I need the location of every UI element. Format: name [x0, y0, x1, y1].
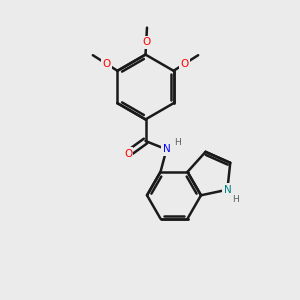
Text: O: O: [142, 38, 150, 47]
Text: H: H: [232, 195, 239, 204]
Text: H: H: [175, 138, 181, 147]
Text: N: N: [163, 144, 170, 154]
Text: N: N: [224, 185, 231, 195]
Text: O: O: [102, 59, 110, 69]
Text: O: O: [124, 148, 132, 159]
Text: O: O: [181, 59, 189, 69]
